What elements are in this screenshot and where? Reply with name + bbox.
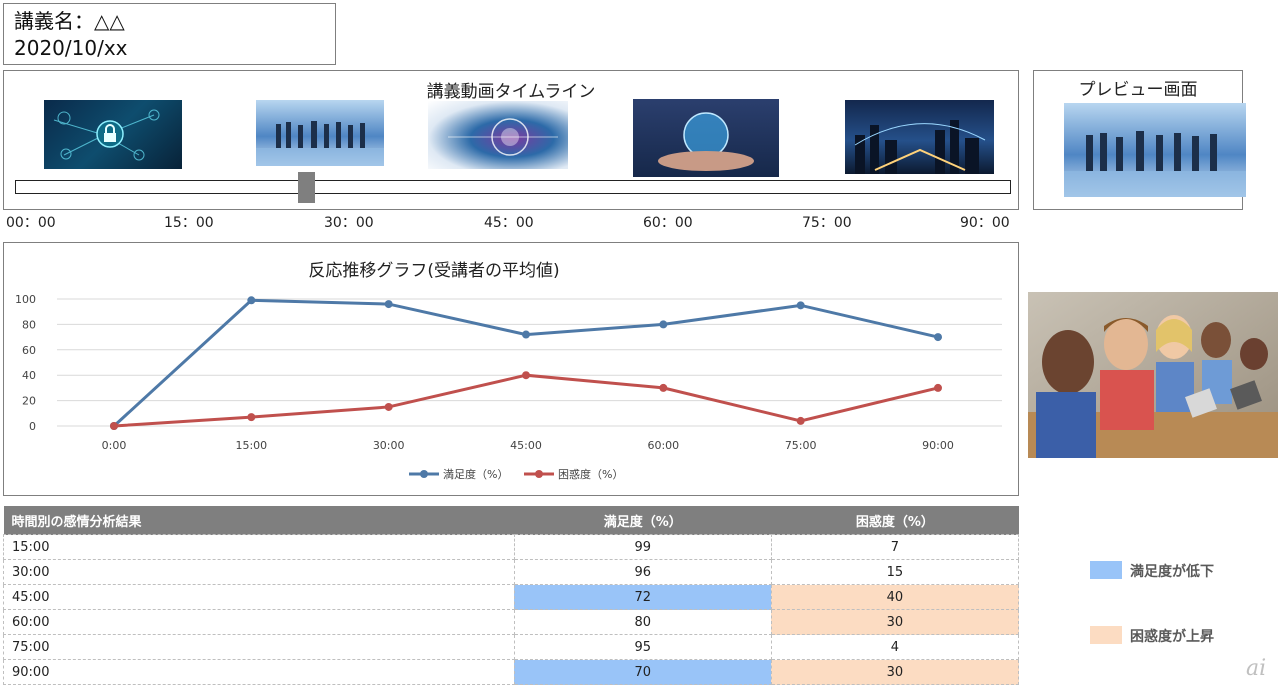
cell-satisfaction: 72 bbox=[513, 584, 772, 610]
table-row: 45:00 72 40 bbox=[3, 584, 1020, 610]
cell-satisfaction: 80 bbox=[513, 609, 772, 635]
x-tick-label: 75:00 bbox=[785, 439, 817, 452]
table-header-confusion: 困惑度（%） bbox=[771, 506, 1019, 535]
time-label: 60：00 bbox=[643, 215, 693, 231]
cell-time: 75:00 bbox=[3, 634, 515, 660]
reaction-chart-panel: 反応推移グラフ(受講者の平均値) 0 20 40 60 80 100 0:00 15:00 3… bbox=[3, 242, 1019, 496]
data-point bbox=[384, 402, 393, 411]
x-tick-label: 60:00 bbox=[647, 439, 679, 452]
data-point bbox=[659, 383, 668, 392]
cell-time: 60:00 bbox=[3, 609, 515, 635]
thumbnail-business-people[interactable] bbox=[256, 100, 384, 166]
data-point bbox=[247, 413, 256, 422]
table-row: 15:00 99 7 bbox=[3, 534, 1020, 560]
cell-time: 15:00 bbox=[3, 534, 515, 560]
cell-confusion: 40 bbox=[770, 584, 1020, 610]
preview-image[interactable] bbox=[1064, 103, 1246, 197]
table-row: 60:00 80 30 bbox=[3, 609, 1020, 635]
preview-title: プレビュー画面 bbox=[1078, 80, 1198, 100]
x-tick-label: 30:00 bbox=[373, 439, 405, 452]
legend-text: 満足度（%） bbox=[443, 467, 508, 481]
thumbnail-hands-globe[interactable] bbox=[633, 99, 779, 177]
y-tick-label: 20 bbox=[22, 395, 36, 408]
cell-satisfaction: 70 bbox=[513, 659, 772, 685]
legend-label: 満足度が低下 bbox=[1130, 564, 1214, 580]
cell-time: 30:00 bbox=[3, 559, 515, 585]
legend-label: 困惑度が上昇 bbox=[1130, 629, 1214, 645]
preview-panel: プレビュー画面 bbox=[1033, 70, 1246, 210]
legend-swatch-peach bbox=[1090, 626, 1122, 644]
emotion-analysis-table: 時間別の感情分析結果 満足度（%） 困惑度（%） 15:00 99 7 30:00 96… bbox=[3, 506, 1020, 685]
data-point bbox=[796, 416, 805, 425]
data-point bbox=[522, 371, 530, 380]
cell-satisfaction: 96 bbox=[513, 559, 772, 585]
cell-confusion: 30 bbox=[770, 659, 1020, 685]
y-tick-label: 40 bbox=[22, 369, 36, 382]
y-tick-label: 60 bbox=[22, 344, 36, 357]
legend-text: 困惑度（%） bbox=[558, 467, 623, 481]
y-tick-label: 80 bbox=[22, 318, 36, 331]
data-point bbox=[384, 300, 393, 309]
data-point bbox=[247, 296, 256, 305]
thumbnail-security[interactable] bbox=[44, 100, 182, 169]
legend-swatch-blue bbox=[1090, 561, 1122, 579]
data-point bbox=[796, 301, 805, 310]
x-tick-label: 0:00 bbox=[102, 439, 127, 452]
cell-confusion: 4 bbox=[770, 634, 1020, 660]
time-label: 45：00 bbox=[484, 215, 534, 231]
cell-confusion: 15 bbox=[770, 559, 1020, 585]
classroom-photo bbox=[1028, 292, 1278, 458]
cell-time: 90:00 bbox=[3, 659, 515, 685]
thumbnail-city-network[interactable] bbox=[845, 100, 994, 174]
timeline-scrubber-track[interactable] bbox=[15, 180, 1011, 194]
x-tick-label: 15:00 bbox=[235, 439, 267, 452]
time-label: 15：00 bbox=[164, 215, 214, 231]
cell-time: 45:00 bbox=[3, 584, 515, 610]
data-point bbox=[934, 383, 942, 392]
y-tick-label: 100 bbox=[15, 293, 36, 306]
x-tick-label: 45:00 bbox=[510, 439, 542, 452]
table-row: 30:00 96 15 bbox=[3, 559, 1020, 585]
data-point bbox=[522, 330, 530, 339]
cell-confusion: 7 bbox=[770, 534, 1020, 560]
timeline-scrubber-handle[interactable] bbox=[298, 172, 315, 203]
table-row: 75:00 95 4 bbox=[3, 634, 1020, 660]
y-tick-label: 0 bbox=[29, 420, 36, 433]
course-date: 2020/10/xx bbox=[14, 36, 128, 60]
time-label: 30：00 bbox=[324, 215, 374, 231]
legend-marker bbox=[535, 470, 543, 478]
course-name: 講義名：△△ bbox=[14, 9, 125, 33]
data-point bbox=[659, 320, 668, 329]
data-point bbox=[110, 422, 118, 430]
watermark-logo: ai bbox=[1246, 656, 1267, 681]
x-tick-label: 90:00 bbox=[922, 439, 954, 452]
table-header-time: 時間別の感情分析結果 bbox=[3, 506, 515, 535]
table-row: 90:00 70 30 bbox=[3, 659, 1020, 685]
course-header: 講義名：△△ 2020/10/xx bbox=[3, 3, 336, 65]
legend-marker bbox=[420, 470, 428, 478]
cell-confusion: 30 bbox=[770, 609, 1020, 635]
video-timeline-panel: 講義動画タイムライン bbox=[3, 70, 1019, 210]
reaction-line-chart: 反応推移グラフ(受講者の平均値) 0 20 40 60 80 100 0:00 15:00 3… bbox=[15, 261, 1002, 481]
timeline-time-labels: 00：00 15：00 30：00 45：00 60：00 75：00 90：0… bbox=[0, 212, 1020, 232]
time-label: 00：00 bbox=[6, 215, 56, 231]
chart-title: 反応推移グラフ(受講者の平均値) bbox=[308, 261, 559, 281]
cell-satisfaction: 95 bbox=[513, 634, 772, 660]
data-point bbox=[934, 333, 942, 342]
time-label: 75：00 bbox=[802, 215, 852, 231]
series-line bbox=[112, 298, 939, 428]
table-header-satisfaction: 満足度（%） bbox=[514, 506, 772, 535]
timeline-title: 講義動画タイムライン bbox=[426, 82, 596, 102]
time-label: 90：00 bbox=[960, 215, 1010, 231]
thumbnail-tech-globe[interactable] bbox=[428, 101, 568, 169]
cell-satisfaction: 99 bbox=[513, 534, 772, 560]
